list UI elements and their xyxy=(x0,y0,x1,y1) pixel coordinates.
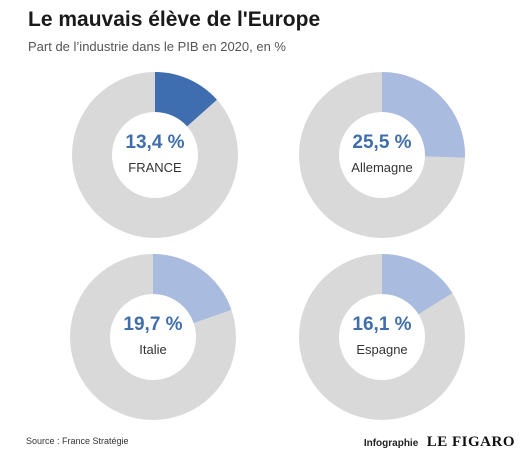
donut-espagne-svg xyxy=(299,254,465,420)
slice-allemagne xyxy=(382,72,465,158)
value-italie: 19,7 % xyxy=(123,314,183,335)
value-espagne: 16,1 % xyxy=(352,314,412,335)
source-note: Source : France Stratégie xyxy=(26,436,129,446)
slice-france xyxy=(155,72,217,127)
credit: Infographie LE FIGARO xyxy=(364,433,515,451)
label-espagne: Espagne xyxy=(356,342,408,357)
value-allemagne: 25,5 % xyxy=(352,132,412,153)
label-allemagne: Allemagne xyxy=(351,160,413,175)
slice-espagne xyxy=(382,254,453,315)
donut-italie-svg xyxy=(70,254,236,420)
donut-italie: 19,7 % Italie xyxy=(68,252,238,422)
chart-title: Le mauvais élève de l'Europe xyxy=(28,8,321,31)
donut-espagne: 16,1 % Espagne xyxy=(297,252,467,422)
donut-allemagne: 25,5 % Allemagne xyxy=(297,70,467,240)
brand-logo: LE FIGARO xyxy=(426,434,515,450)
slice-italie xyxy=(153,254,232,323)
value-france: 13,4 % xyxy=(125,132,185,153)
donut-france-svg xyxy=(72,72,238,238)
chart-subtitle: Part de l’industrie dans le PIB en 2020,… xyxy=(28,39,286,54)
donut-france: 13,4 % FRANCE xyxy=(70,70,240,240)
label-france: FRANCE xyxy=(128,160,182,175)
donut-allemagne-svg xyxy=(299,72,465,238)
credit-prefix: Infographie xyxy=(363,438,419,449)
label-italie: Italie xyxy=(139,342,167,357)
